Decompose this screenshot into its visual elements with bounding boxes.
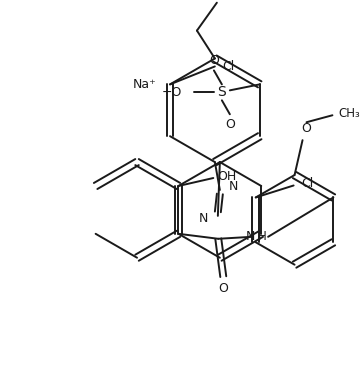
- Text: N: N: [199, 212, 209, 225]
- Text: Na⁺: Na⁺: [132, 78, 156, 91]
- Text: O: O: [209, 54, 219, 67]
- Text: O: O: [218, 282, 228, 295]
- Text: OH: OH: [218, 169, 237, 182]
- Text: H: H: [258, 230, 266, 243]
- Text: O: O: [302, 122, 312, 135]
- Text: N: N: [229, 180, 238, 193]
- Text: O: O: [225, 118, 235, 131]
- Text: S: S: [218, 85, 226, 99]
- Text: −O: −O: [162, 86, 182, 99]
- Text: CH₃: CH₃: [339, 107, 360, 120]
- Text: N: N: [245, 230, 255, 243]
- Text: Cl: Cl: [223, 60, 235, 73]
- Text: Cl: Cl: [301, 177, 314, 190]
